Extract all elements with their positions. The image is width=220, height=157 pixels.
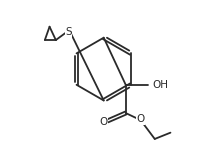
Text: O: O [136, 114, 145, 124]
Text: S: S [65, 27, 72, 37]
Text: O: O [100, 117, 108, 127]
Text: OH: OH [152, 80, 168, 90]
